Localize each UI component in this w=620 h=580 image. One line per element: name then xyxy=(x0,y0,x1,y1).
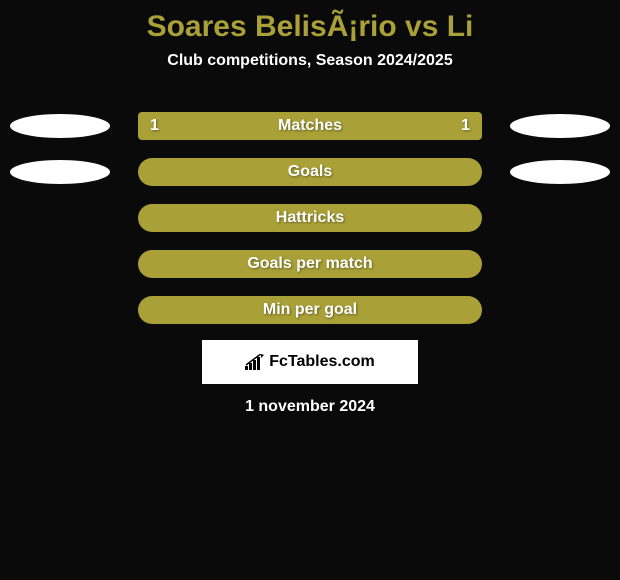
stat-bar: 1 Matches 1 xyxy=(138,112,482,140)
stat-value-right: 1 xyxy=(461,117,470,135)
stat-bar: Goals per match xyxy=(138,250,482,278)
stat-bar: Hattricks xyxy=(138,204,482,232)
main-container: Soares BelisÃ¡rio vs Li Club competition… xyxy=(0,0,620,580)
ellipse-left xyxy=(10,160,110,184)
stat-label: Hattricks xyxy=(276,209,344,227)
ellipse-right xyxy=(510,160,610,184)
stat-label: Min per goal xyxy=(263,301,357,319)
stat-row: 1 Matches 1 xyxy=(0,110,620,142)
date-text: 1 november 2024 xyxy=(0,398,620,416)
stat-row: Min per goal xyxy=(0,294,620,326)
subtitle: Club competitions, Season 2024/2025 xyxy=(0,52,620,70)
stat-row: Goals xyxy=(0,156,620,188)
stat-bar: Min per goal xyxy=(138,296,482,324)
chart-icon xyxy=(245,354,265,370)
ellipse-right xyxy=(510,114,610,138)
stat-row: Goals per match xyxy=(0,248,620,280)
stats-container: 1 Matches 1 Goals Hattricks Goals per match Mi… xyxy=(0,110,620,326)
stat-row: Hattricks xyxy=(0,202,620,234)
attribution-logo: FcTables.com xyxy=(245,353,375,371)
stat-value-left: 1 xyxy=(150,117,159,135)
page-title: Soares BelisÃ¡rio vs Li xyxy=(0,0,620,52)
attribution-box: FcTables.com xyxy=(202,340,418,384)
stat-bar: Goals xyxy=(138,158,482,186)
ellipse-left xyxy=(10,114,110,138)
stat-label: Goals xyxy=(288,163,332,181)
stat-label: Matches xyxy=(278,117,342,135)
stat-label: Goals per match xyxy=(247,255,372,273)
attribution-text: FcTables.com xyxy=(269,353,375,371)
